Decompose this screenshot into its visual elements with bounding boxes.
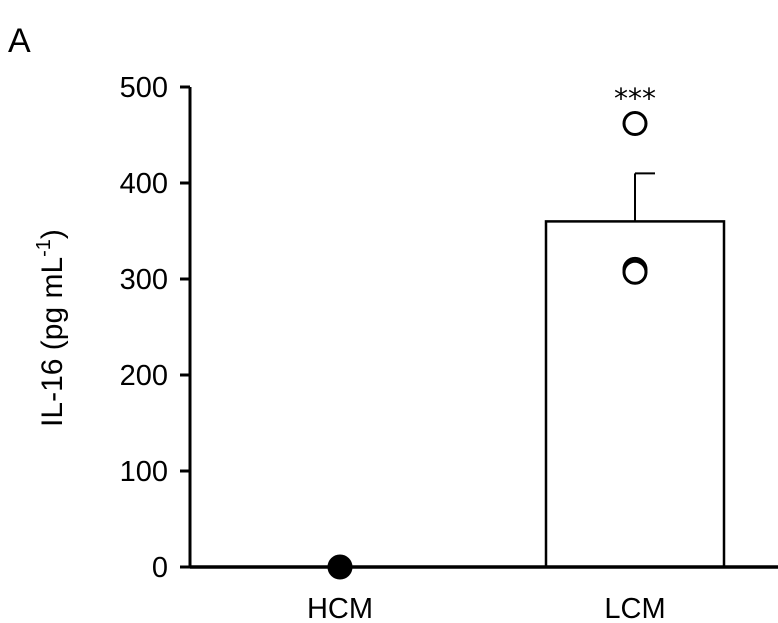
y-tick-label-500: 500 [120, 72, 168, 104]
data-point-LCM-3 [622, 259, 648, 285]
y-tick-label-100: 100 [120, 456, 168, 488]
y-axis-label-close: ) [36, 229, 69, 239]
y-tick-label-300: 300 [120, 264, 168, 296]
y-axis-label-main: IL-16 (pg mL [36, 257, 69, 427]
y-tick-label-200: 200 [120, 360, 168, 392]
annotations: *** [614, 82, 656, 115]
y-axis-label-sup: -1 [33, 239, 55, 257]
y-tick-label-0: 0 [152, 552, 168, 584]
panel-label: A [8, 22, 31, 60]
y-ticks: 0 100 200 300 400 500 [120, 72, 190, 584]
x-tick-labels: HCM LCM [307, 593, 666, 623]
y-axis-label: IL-16 (pg mL-1) [33, 229, 69, 427]
data-point-LCM-1 [622, 110, 648, 136]
significance-marker: *** [614, 82, 656, 115]
error-bars [634, 172, 655, 222]
x-tick-label-HCM: HCM [307, 593, 373, 623]
x-tick-label-LCM: LCM [604, 593, 665, 623]
y-tick-label-400: 400 [120, 168, 168, 200]
